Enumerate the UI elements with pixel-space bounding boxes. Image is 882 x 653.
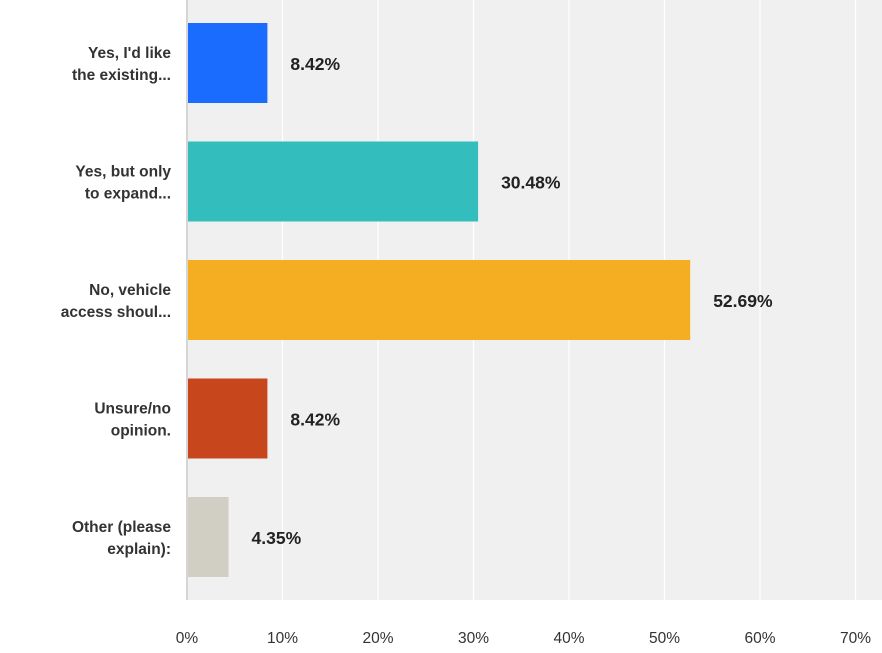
x-tick-label: 30% (458, 630, 489, 647)
bar (187, 141, 479, 222)
x-tick-label: 70% (840, 630, 871, 647)
value-label: 52.69% (713, 291, 773, 311)
value-label: 4.35% (252, 528, 302, 548)
value-label: 8.42% (290, 410, 340, 430)
value-label: 30.48% (501, 173, 561, 193)
category-label: Unsure/no opinion. (94, 401, 171, 440)
category-label-line: access shoul... (61, 304, 171, 321)
bar (187, 497, 229, 577)
x-tick-label: 60% (744, 630, 775, 647)
category-label-line: Unsure/no (94, 401, 171, 418)
x-tick-label: 0% (176, 630, 199, 647)
category-label: Other (please explain): (72, 519, 171, 558)
value-label: 8.42% (290, 54, 340, 74)
category-label: No, vehicle access shoul... (61, 282, 172, 321)
category-label-line: Yes, but only (75, 164, 171, 181)
x-tick-label: 40% (553, 630, 584, 647)
category-labels: Yes, I'd like the existing... Yes, but onl… (61, 45, 172, 558)
category-label-line: Yes, I'd like (88, 45, 171, 62)
x-axis-tick-labels: 0% 10% 20% 30% 40% 50% 60% 70% (176, 630, 871, 647)
category-label-line: the existing... (72, 67, 171, 84)
category-label-line: Other (please (72, 519, 171, 536)
bar (187, 260, 691, 340)
bars (187, 23, 691, 577)
x-tick-label: 10% (267, 630, 298, 647)
category-label-line: to expand... (85, 186, 171, 203)
category-label-line: opinion. (111, 423, 171, 440)
bar (187, 378, 268, 459)
category-label: Yes, but only to expand... (75, 164, 171, 203)
category-label: Yes, I'd like the existing... (72, 45, 171, 84)
category-label-line: explain): (107, 541, 171, 558)
x-tick-label: 20% (362, 630, 393, 647)
bar (187, 23, 268, 103)
x-tick-label: 50% (649, 630, 680, 647)
category-label-line: No, vehicle (89, 282, 171, 299)
value-labels: 8.42% 30.48% 52.69% 8.42% 4.35% (252, 54, 773, 548)
